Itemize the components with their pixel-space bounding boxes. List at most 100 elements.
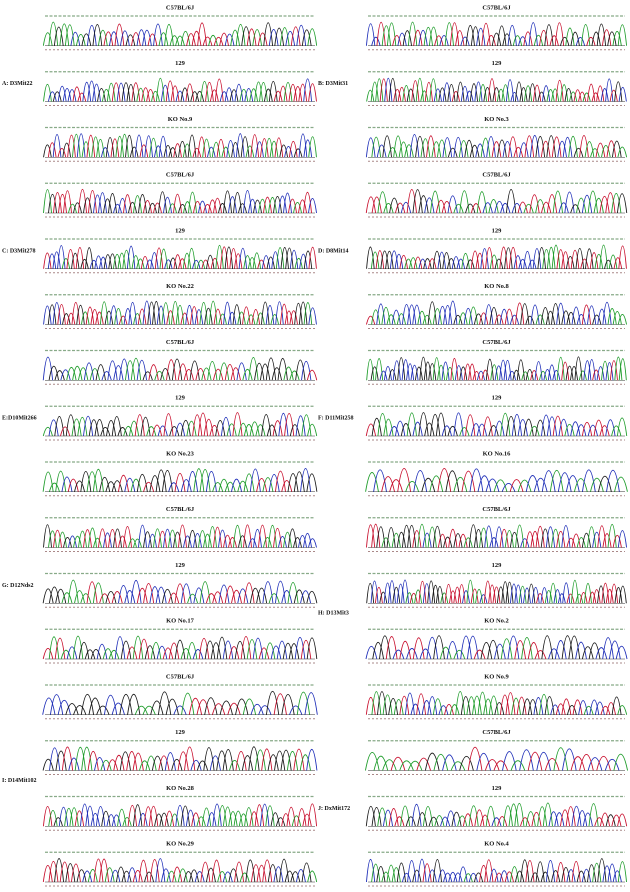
peak [408,257,418,269]
peak [290,26,301,46]
peak [414,366,423,381]
peak [428,26,439,46]
peak [295,415,306,437]
peak [578,700,589,715]
peak [389,197,400,214]
peak [525,811,536,827]
peak [74,480,85,492]
peak [249,811,259,827]
peak [548,811,559,827]
peak [478,84,488,102]
peak [216,750,228,771]
peak [150,641,162,660]
peak [551,870,561,883]
peak [300,468,312,492]
peak [489,306,499,325]
peak [142,371,153,381]
peak [264,642,276,660]
peak [379,78,388,102]
peak [386,22,397,46]
peak [256,312,265,325]
peak [54,637,66,660]
peak [449,704,460,715]
peak [88,527,97,548]
peak [546,89,555,102]
peak [395,420,406,437]
chromatogram [366,78,627,102]
peak [512,369,521,381]
peak [66,312,76,325]
peak [470,588,479,604]
peak [423,26,433,46]
peak [565,806,576,827]
peak [483,698,494,715]
peak [289,424,300,437]
peak [432,357,441,381]
trace-label: KO No.3 [484,116,509,123]
peak [432,250,442,269]
peak [540,871,550,883]
peak [441,361,450,381]
peak [505,581,514,604]
peak [549,469,564,492]
peak [106,759,119,771]
peak [285,30,296,46]
peak [405,816,416,827]
peak [617,861,627,883]
peak [370,251,380,269]
peak [118,584,129,604]
peak [587,526,597,548]
peak [218,529,227,548]
peak [267,754,279,771]
peak [131,82,141,102]
peak [274,27,285,46]
peak [566,869,576,883]
peak [435,199,447,214]
peak [152,301,161,325]
peak [280,247,289,269]
peak [177,751,189,771]
peak [143,806,153,827]
peak [129,420,140,437]
peak [268,196,277,214]
peak [265,805,275,827]
peak [71,252,80,269]
peak [52,251,61,269]
peak [189,869,200,883]
peak [171,358,183,381]
peak [510,760,526,771]
peak [484,304,494,325]
peak [550,704,561,715]
peak [597,308,607,325]
peak [545,526,556,548]
peak [250,864,261,883]
peak [449,22,460,46]
peak [191,30,202,46]
peak [514,81,524,102]
peak [400,201,412,214]
peak [587,358,596,381]
peak [174,583,186,604]
peak [166,870,177,883]
peak [229,89,239,102]
peak [594,701,605,715]
peak [122,817,132,827]
peak [293,471,305,492]
peak [42,356,54,381]
peak [502,141,513,158]
peak [453,586,462,604]
peak [485,247,494,269]
peak [568,135,578,158]
peak [529,194,540,214]
peak [614,476,628,492]
peak [605,814,616,827]
peak [511,697,521,715]
peak [531,586,540,604]
trace-label: KO No.16 [483,450,512,457]
peak [68,757,80,771]
peak [375,358,384,381]
peak [43,252,52,269]
peak [211,141,221,158]
peak [470,203,482,214]
